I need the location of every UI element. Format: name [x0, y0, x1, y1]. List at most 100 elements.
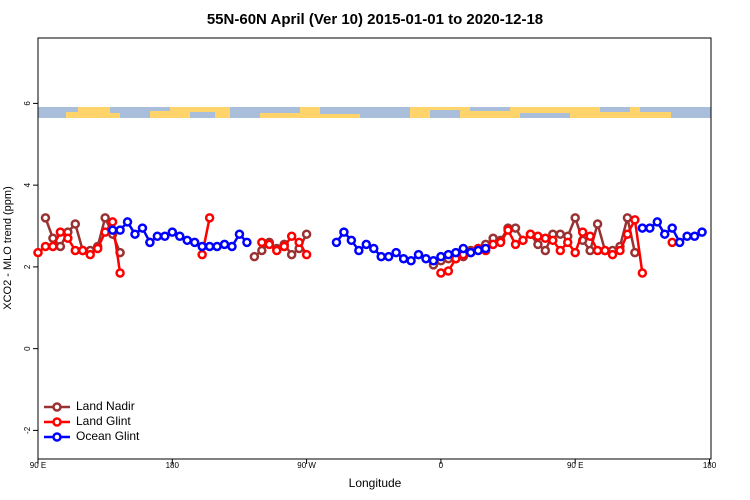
point	[279, 241, 289, 252]
legend-marker	[52, 402, 62, 412]
point	[294, 237, 304, 248]
point	[659, 229, 670, 239]
point	[145, 237, 155, 248]
y-tick-label: 6	[23, 101, 32, 106]
point	[458, 243, 469, 254]
point	[40, 213, 51, 223]
point	[667, 223, 677, 233]
x-tick-label: 90 E	[567, 461, 583, 470]
point	[667, 237, 677, 248]
x-tick-label: 90 E	[30, 461, 46, 470]
point	[189, 237, 200, 248]
point	[443, 266, 454, 276]
point	[525, 229, 536, 239]
map-strip	[38, 107, 711, 118]
point	[570, 247, 580, 258]
point	[227, 241, 237, 252]
point	[376, 251, 386, 262]
point	[622, 229, 633, 239]
point	[630, 215, 640, 225]
point	[369, 243, 379, 254]
point	[398, 253, 409, 264]
y-tick-label: -2	[23, 426, 32, 434]
point	[592, 219, 603, 229]
point	[570, 213, 580, 223]
point	[428, 256, 439, 266]
point	[510, 223, 521, 233]
point	[436, 251, 446, 262]
point	[637, 268, 648, 278]
map-ocean	[38, 107, 711, 118]
point	[85, 249, 95, 260]
point	[540, 245, 551, 256]
point	[212, 241, 222, 252]
point	[40, 241, 51, 252]
point	[622, 213, 633, 223]
point	[592, 245, 603, 256]
point	[645, 223, 655, 233]
point	[107, 225, 118, 235]
point	[510, 239, 521, 250]
legend-label: Land Nadir	[76, 399, 135, 413]
point	[249, 251, 260, 262]
point	[540, 233, 551, 244]
legend-marker	[52, 432, 62, 442]
point	[301, 229, 312, 239]
y-axis-label: XCO2 - MLO trend (ppm)	[2, 186, 14, 309]
point	[167, 227, 178, 237]
point	[562, 237, 573, 248]
point	[406, 256, 416, 266]
point	[160, 231, 170, 241]
point	[473, 245, 483, 256]
y-tick-label: 2	[23, 264, 32, 269]
point	[55, 227, 66, 237]
point	[197, 249, 207, 260]
point	[346, 235, 357, 246]
point	[286, 231, 297, 241]
point	[175, 231, 185, 241]
point	[607, 249, 618, 260]
point	[55, 241, 66, 252]
point	[443, 249, 454, 260]
point	[204, 213, 215, 223]
chart-title: 55N-60N April (Ver 10) 2015-01-01 to 202…	[207, 11, 543, 28]
point	[533, 231, 543, 241]
point	[585, 245, 595, 256]
x-tick-label: 180	[703, 461, 717, 470]
point	[548, 235, 558, 246]
legend-label: Land Glint	[76, 414, 131, 428]
point	[197, 241, 207, 252]
point	[361, 239, 372, 250]
point	[518, 235, 528, 246]
point	[689, 231, 700, 241]
point	[70, 245, 81, 256]
point	[577, 227, 588, 237]
point	[257, 245, 267, 256]
point	[495, 237, 506, 248]
point	[488, 239, 498, 250]
point	[264, 239, 275, 250]
point	[63, 233, 73, 244]
legend-marker	[52, 417, 62, 427]
point	[272, 245, 282, 256]
point	[286, 249, 297, 260]
point	[480, 243, 491, 254]
point	[465, 247, 476, 258]
point	[585, 231, 595, 241]
point	[48, 241, 58, 252]
point	[257, 237, 267, 248]
point	[555, 245, 566, 256]
point	[137, 223, 148, 233]
point	[33, 247, 43, 258]
x-tick-label: 90 W	[297, 461, 316, 470]
point	[204, 241, 215, 252]
point	[674, 237, 685, 248]
point	[682, 231, 692, 241]
x-tick-label: 180	[166, 461, 180, 470]
point	[92, 243, 103, 254]
point	[182, 235, 192, 246]
point	[533, 239, 543, 250]
point	[70, 219, 81, 229]
point	[600, 245, 610, 256]
point	[652, 217, 663, 227]
